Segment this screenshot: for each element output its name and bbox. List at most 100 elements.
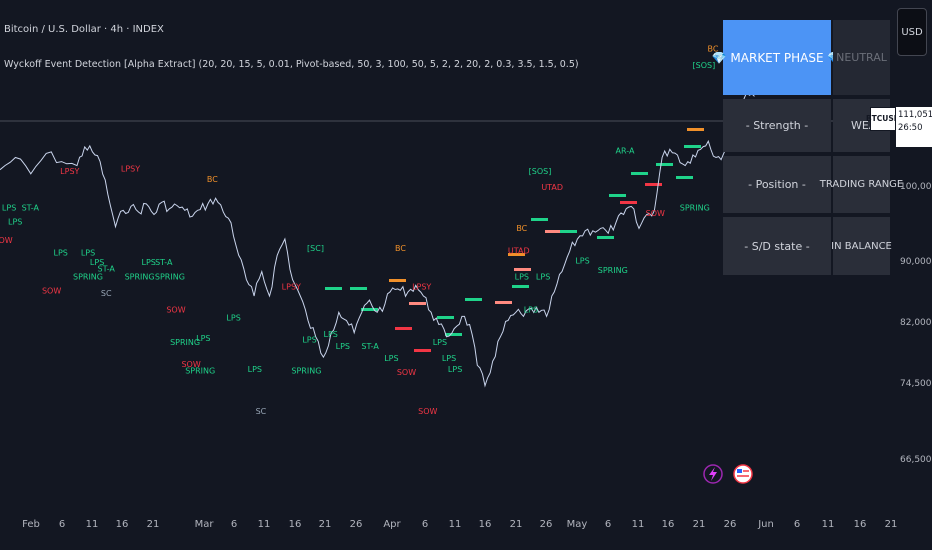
level-bar bbox=[437, 316, 454, 319]
event-label: SC bbox=[256, 407, 267, 416]
level-bars bbox=[325, 128, 704, 352]
y-tick-label: 90,000.00 bbox=[900, 257, 932, 267]
x-tick-label: 26 bbox=[350, 519, 363, 530]
level-bar bbox=[495, 301, 512, 304]
event-label: LPS bbox=[226, 314, 240, 323]
x-tick-label: 16 bbox=[289, 519, 302, 530]
event-label: SPRING bbox=[291, 366, 321, 375]
event-label: LPS bbox=[302, 336, 316, 345]
event-label: [SOS] bbox=[529, 167, 552, 176]
event-labels: SOWLPSST-ALPSSOWLPSLPSYLPSLPSST-ASPRINGS… bbox=[0, 45, 719, 417]
bolt-icon[interactable] bbox=[703, 464, 723, 484]
event-label: ST-A bbox=[22, 203, 40, 212]
x-tick-label: May bbox=[567, 519, 588, 530]
event-label: LPS bbox=[433, 338, 447, 347]
x-axis: Feb 6 11 16 21 Mar 6 11 16 21 26 Apr 6 11 16 21 26 May 6 11… bbox=[22, 519, 897, 530]
event-label: LPS bbox=[384, 354, 398, 363]
x-tick-label: 16 bbox=[854, 519, 867, 530]
event-label: ST-A bbox=[155, 258, 173, 267]
strength-label: - Strength - bbox=[723, 99, 831, 152]
event-label: SPRING bbox=[185, 366, 215, 375]
event-label: SPRING bbox=[155, 273, 185, 282]
currency-button[interactable]: USD bbox=[897, 8, 927, 56]
level-bar bbox=[597, 236, 614, 239]
event-label: BC bbox=[395, 244, 406, 253]
event-label: SOW bbox=[397, 368, 416, 377]
event-label: SOW bbox=[166, 305, 185, 314]
event-label: LPS bbox=[575, 256, 589, 265]
event-label: LPS bbox=[448, 365, 462, 374]
event-label: SPRING bbox=[73, 273, 103, 282]
phase-value: NEUTRAL bbox=[833, 20, 890, 95]
event-label: SPRING bbox=[598, 266, 628, 275]
price-line bbox=[0, 91, 755, 388]
event-label: BC bbox=[207, 175, 218, 184]
level-bar bbox=[560, 230, 577, 233]
event-label: LPS bbox=[8, 217, 22, 226]
indicator-title[interactable]: Wyckoff Event Detection [Alpha Extract] … bbox=[4, 59, 579, 70]
x-tick-label: 6 bbox=[794, 519, 800, 530]
event-label: BC bbox=[516, 224, 527, 233]
symbol-title[interactable]: Bitcoin / U.S. Dollar · 4h · INDEX bbox=[4, 24, 164, 35]
x-tick-label: 26 bbox=[724, 519, 737, 530]
level-bar bbox=[645, 183, 662, 186]
y-tick-label: 66,500.00 bbox=[900, 455, 932, 465]
level-bar bbox=[409, 302, 426, 305]
x-tick-label: 11 bbox=[258, 519, 271, 530]
event-label: [SOS] bbox=[693, 61, 716, 70]
position-value: TRADING RANGE bbox=[820, 156, 903, 213]
event-label: LPSY bbox=[60, 167, 79, 176]
phase-header-label: 💎 MARKET PHASE 💎 bbox=[712, 20, 842, 95]
event-label: SOW bbox=[181, 360, 200, 369]
x-tick-label: 6 bbox=[231, 519, 237, 530]
x-tick-label: 21 bbox=[147, 519, 160, 530]
level-bar bbox=[514, 268, 531, 271]
event-label: LPS bbox=[248, 365, 262, 374]
x-tick-label: 16 bbox=[479, 519, 492, 530]
event-label: LPS bbox=[536, 273, 550, 282]
x-tick-label: Apr bbox=[383, 519, 401, 530]
last-price-value: 111,051.12 bbox=[898, 110, 932, 120]
level-bar bbox=[414, 349, 431, 352]
y-tick-label: 74,500.00 bbox=[900, 379, 932, 389]
event-label: LPS bbox=[196, 334, 210, 343]
level-bar bbox=[508, 253, 525, 256]
x-tick-label: 21 bbox=[510, 519, 523, 530]
level-bar bbox=[609, 194, 626, 197]
x-tick-label: 11 bbox=[822, 519, 835, 530]
bar-countdown: 26:50 bbox=[898, 123, 923, 133]
event-label: UTAD bbox=[508, 247, 530, 256]
event-label: SC bbox=[101, 289, 112, 298]
x-tick-label: 6 bbox=[59, 519, 65, 530]
sd-state-label: - S/D state - bbox=[723, 217, 831, 275]
event-label: ST-A bbox=[361, 342, 379, 351]
event-label: LPSY bbox=[121, 164, 140, 173]
level-bar bbox=[395, 327, 412, 330]
us-flag-icon[interactable] bbox=[733, 464, 753, 484]
event-label: LPS bbox=[442, 354, 456, 363]
event-label: SPRING bbox=[680, 203, 710, 212]
symbol-price-tag: BTCUSD bbox=[866, 107, 900, 131]
event-label: LPS bbox=[2, 203, 16, 212]
level-bar bbox=[631, 172, 648, 175]
x-tick-label: 21 bbox=[319, 519, 332, 530]
event-label: LPS bbox=[324, 330, 338, 339]
level-bar bbox=[620, 201, 637, 204]
x-tick-label: 11 bbox=[449, 519, 462, 530]
event-label: LPSY bbox=[412, 283, 431, 292]
x-tick-label: 21 bbox=[693, 519, 706, 530]
x-tick-label: 6 bbox=[422, 519, 428, 530]
event-label: LPS bbox=[81, 248, 95, 257]
level-bar bbox=[531, 218, 548, 221]
event-label: UTAD bbox=[541, 183, 563, 192]
y-tick-label: 82,000.00 bbox=[900, 318, 932, 328]
event-label: SOW bbox=[42, 287, 61, 296]
x-tick-label: 21 bbox=[885, 519, 898, 530]
x-tick-label: 11 bbox=[86, 519, 99, 530]
sd-state-value: IN BALANCE bbox=[831, 217, 892, 275]
event-label: AR-A bbox=[616, 146, 635, 155]
y-axis: 100,000.00 90,000.00 82,000.00 74,500.00 66,… bbox=[900, 182, 932, 465]
event-label: LPS bbox=[515, 273, 529, 282]
level-bar bbox=[350, 287, 367, 290]
